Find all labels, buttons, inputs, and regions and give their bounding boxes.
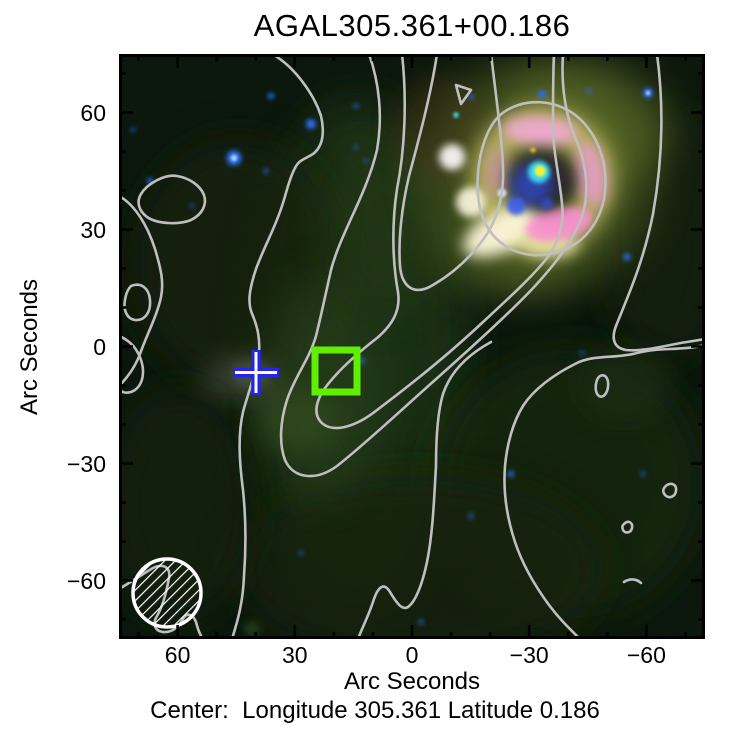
sky-image-canvas bbox=[119, 54, 705, 639]
blue-stars bbox=[130, 88, 653, 625]
contour-path bbox=[137, 174, 207, 225]
contour-path bbox=[622, 578, 643, 585]
y-minor-ticks-left bbox=[119, 72, 126, 621]
y-major-ticks-left bbox=[119, 111, 133, 582]
contour-path bbox=[119, 194, 164, 388]
x-tick-label: 60 bbox=[164, 642, 191, 668]
beam-circle bbox=[131, 557, 203, 629]
contour-path bbox=[279, 54, 588, 478]
x-tick-label: −60 bbox=[626, 642, 666, 668]
y-tick-label: 0 bbox=[93, 333, 106, 360]
contour-path bbox=[398, 54, 505, 292]
x-major-ticks-bottom bbox=[176, 625, 648, 639]
square-marker bbox=[311, 346, 361, 396]
x-minor-ticks-top bbox=[137, 54, 687, 61]
contour-path bbox=[315, 54, 564, 430]
contour-path bbox=[123, 283, 152, 322]
x-tick-label: −30 bbox=[509, 642, 549, 668]
contour-path bbox=[661, 482, 678, 499]
contour-path bbox=[594, 374, 610, 398]
plot-area bbox=[119, 54, 705, 639]
axis-ticks bbox=[119, 54, 705, 639]
y-minor-ticks-right bbox=[698, 72, 705, 621]
contour-path bbox=[454, 83, 473, 106]
y-tick-label: −30 bbox=[66, 450, 106, 477]
y-tick-label: −60 bbox=[66, 567, 106, 594]
x-axis-label: Arc Seconds bbox=[343, 668, 481, 695]
center-coordinates-caption: Center: Longitude 305.361 Latitude 0.186 bbox=[150, 697, 600, 724]
contour-path bbox=[503, 343, 705, 639]
x-major-ticks-top bbox=[176, 54, 648, 68]
x-minor-ticks-bottom bbox=[137, 632, 687, 639]
contour-lines bbox=[119, 54, 705, 639]
y-tick-label: 60 bbox=[80, 99, 106, 126]
y-tick-label: 30 bbox=[80, 216, 106, 243]
contour-path bbox=[119, 334, 145, 394]
y-major-ticks-right bbox=[691, 111, 705, 582]
plot-frame bbox=[119, 54, 705, 639]
contour-path bbox=[476, 100, 607, 257]
x-tick-label: 30 bbox=[282, 642, 308, 668]
contour-path bbox=[356, 340, 493, 639]
contour-path bbox=[230, 54, 325, 639]
plot-title: AGAL305.361+00.186 bbox=[253, 8, 571, 43]
contour-path bbox=[621, 520, 634, 534]
contour-path bbox=[612, 54, 705, 352]
plus-marker bbox=[233, 350, 279, 395]
y-axis-label: Arc Seconds bbox=[16, 278, 43, 416]
x-tick-label: 0 bbox=[405, 642, 419, 668]
